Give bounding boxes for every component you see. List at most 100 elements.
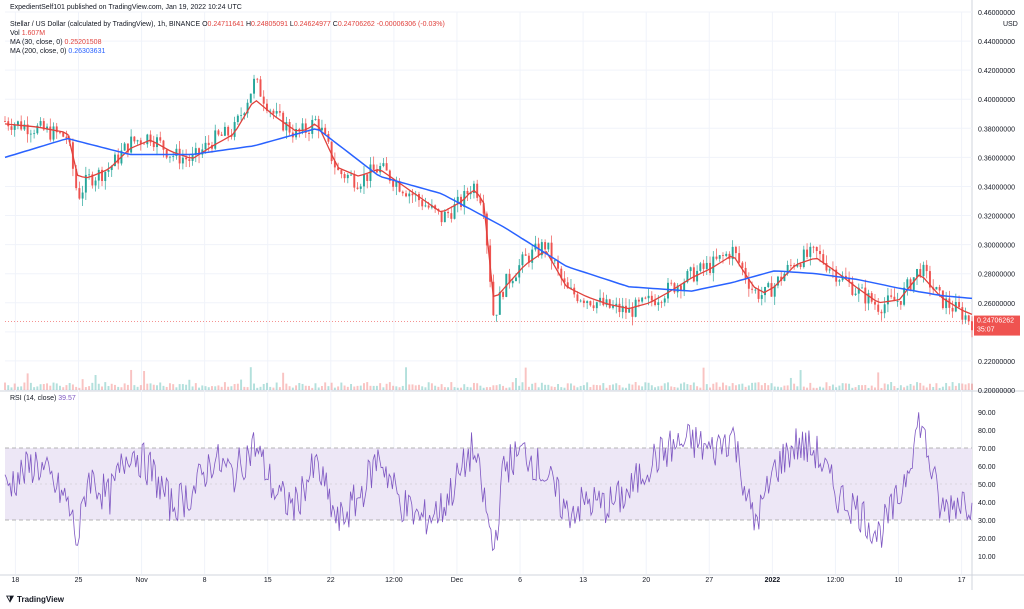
candle-body bbox=[906, 279, 909, 288]
candle-body bbox=[265, 103, 268, 111]
candle-body bbox=[372, 164, 375, 170]
volume-bar bbox=[867, 387, 870, 390]
ohlc-key-0: O bbox=[202, 21, 208, 28]
candle-body bbox=[770, 283, 773, 297]
rsi-legend[interactable]: RSI (14, close) 39.57 bbox=[10, 394, 76, 403]
candle-body bbox=[136, 140, 139, 142]
candle-body bbox=[123, 143, 126, 151]
candle-body bbox=[747, 279, 750, 289]
ohlc-key-3: C bbox=[330, 21, 338, 28]
candle-body bbox=[159, 137, 162, 141]
candle-body bbox=[686, 271, 689, 283]
candle-body bbox=[893, 296, 896, 302]
candle-body bbox=[379, 165, 382, 173]
ma30-legend[interactable]: MA (30, close, 0) 0.25201508 bbox=[10, 38, 101, 47]
candle-body bbox=[333, 161, 336, 168]
candle-body bbox=[411, 193, 414, 196]
countdown-label: 35:07 bbox=[977, 327, 995, 334]
volume-bar bbox=[796, 386, 799, 390]
volume-bar bbox=[427, 382, 430, 390]
volume-bar bbox=[214, 386, 217, 390]
candle-body bbox=[317, 119, 320, 131]
volume-bar bbox=[223, 382, 226, 390]
ohlc-values: O0.24711641 H0.24805091 L0.24624977 C0.2… bbox=[202, 21, 445, 28]
candle-body bbox=[544, 242, 547, 250]
time-tick-label: 12:00 bbox=[385, 577, 403, 584]
volume-bar bbox=[139, 385, 142, 390]
candle-body bbox=[702, 263, 705, 269]
volume-bar bbox=[227, 386, 230, 390]
candle-body bbox=[256, 78, 259, 80]
candle-body bbox=[789, 264, 792, 266]
candle-body bbox=[214, 130, 217, 149]
ma200-legend[interactable]: MA (200, close, 0) 0.26303631 bbox=[10, 47, 105, 56]
volume-bar bbox=[220, 386, 223, 390]
volume-bar bbox=[909, 383, 912, 390]
candle-body bbox=[440, 211, 443, 223]
volume-bar bbox=[932, 386, 935, 390]
candle-body bbox=[612, 305, 614, 308]
candle-body bbox=[553, 260, 556, 262]
candle-body bbox=[838, 280, 841, 282]
volume-bar bbox=[922, 385, 925, 390]
volume-bar bbox=[595, 385, 598, 390]
candle-body bbox=[314, 119, 317, 120]
volume-bar bbox=[126, 384, 129, 390]
candle-body bbox=[861, 287, 864, 289]
candle-body bbox=[928, 271, 931, 288]
volume-bar bbox=[683, 382, 686, 390]
volume-bar bbox=[589, 387, 592, 390]
volume-bar bbox=[434, 385, 437, 390]
candle-body bbox=[13, 124, 16, 130]
candle-body bbox=[62, 132, 65, 137]
volume-bar bbox=[175, 387, 178, 390]
volume-bar bbox=[395, 386, 398, 390]
candle-body bbox=[783, 273, 786, 281]
volume-bar bbox=[502, 385, 505, 390]
volume-bar bbox=[802, 386, 805, 390]
volume-bar bbox=[579, 385, 582, 390]
volume-bar bbox=[120, 387, 123, 390]
candle-body bbox=[223, 126, 226, 136]
volume-bar bbox=[928, 383, 931, 390]
candle-body bbox=[246, 102, 249, 114]
price-tick-label: 0.44000000 bbox=[978, 39, 1015, 46]
candle-body bbox=[427, 205, 430, 208]
volume-bar bbox=[650, 385, 653, 390]
volume-bar bbox=[46, 383, 49, 390]
volume-bar bbox=[958, 383, 961, 390]
candle-body bbox=[207, 142, 210, 146]
symbol-legend[interactable]: Stellar / US Dollar (calculated by Tradi… bbox=[10, 20, 445, 29]
candle-body bbox=[395, 181, 398, 187]
candle-body bbox=[967, 315, 970, 322]
volume-bar bbox=[789, 377, 792, 390]
ma30-label: MA (30, close, 0) bbox=[10, 39, 63, 46]
vol-label: Vol bbox=[10, 30, 20, 37]
candle-body bbox=[570, 287, 572, 289]
volume-bar bbox=[608, 385, 611, 390]
time-tick-label: 17 bbox=[958, 577, 966, 584]
candle-body bbox=[42, 121, 45, 130]
candle-body bbox=[815, 246, 818, 252]
volume-bar bbox=[363, 383, 365, 390]
volume-bar bbox=[333, 387, 336, 390]
candle-body bbox=[272, 110, 275, 114]
rsi-tick-label: 50.00 bbox=[978, 482, 996, 489]
volume-bar bbox=[799, 370, 802, 390]
volume-bar bbox=[511, 382, 514, 390]
candle-body bbox=[227, 126, 230, 136]
candle-body bbox=[26, 124, 29, 135]
volume-legend[interactable]: Vol 1.607M bbox=[10, 29, 45, 38]
volume-bar bbox=[298, 382, 301, 390]
tradingview-logo[interactable]: ⧩ TradingView bbox=[6, 594, 64, 605]
time-tick-label: 22 bbox=[327, 577, 335, 584]
candle-body bbox=[899, 301, 902, 305]
volume-bar bbox=[20, 386, 23, 390]
candle-body bbox=[443, 211, 446, 223]
candle-body bbox=[324, 127, 327, 134]
candle-body bbox=[363, 174, 365, 187]
volume-bar bbox=[874, 387, 876, 390]
candle-body bbox=[4, 121, 6, 122]
volume-bar bbox=[372, 385, 375, 390]
candle-body bbox=[916, 269, 918, 278]
